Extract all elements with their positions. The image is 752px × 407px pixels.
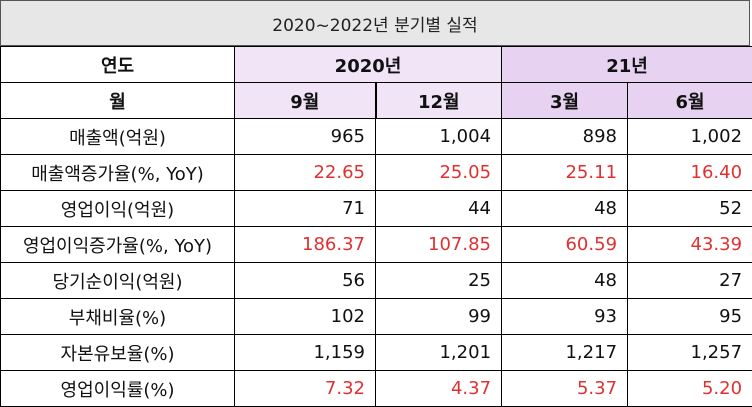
cell-value: 60.59 <box>502 227 628 263</box>
cell-value: 25.05 <box>376 155 502 191</box>
header-year-21: 21년 <box>502 47 752 83</box>
cell-value: 56 <box>235 263 376 299</box>
cell-value: 27 <box>628 263 752 299</box>
row-label: 영업이익률(%) <box>1 371 235 407</box>
cell-value: 95 <box>628 299 752 335</box>
cell-value: 48 <box>502 191 628 227</box>
header-month-1: 9월 <box>235 83 376 119</box>
cell-value: 102 <box>235 299 376 335</box>
cell-value: 7.32 <box>235 371 376 407</box>
row-label: 부채비율(%) <box>1 299 235 335</box>
row-label: 매출액증가율(%, YoY) <box>1 155 235 191</box>
cell-value: 1,217 <box>502 335 628 371</box>
cell-value: 22.65 <box>235 155 376 191</box>
row-label: 자본유보율(%) <box>1 335 235 371</box>
cell-value: 186.37 <box>235 227 376 263</box>
header-month-3: 3월 <box>502 83 628 119</box>
cell-value: 48 <box>502 263 628 299</box>
cell-value: 43.39 <box>628 227 752 263</box>
header-year-2020: 2020년 <box>235 47 502 83</box>
cell-value: 107.85 <box>376 227 502 263</box>
cell-value: 16.40 <box>628 155 752 191</box>
cell-value: 1,002 <box>628 119 752 155</box>
row-label: 매출액(억원) <box>1 119 235 155</box>
cell-value: 99 <box>376 299 502 335</box>
cell-value: 4.37 <box>376 371 502 407</box>
cell-value: 5.20 <box>628 371 752 407</box>
cell-value: 71 <box>235 191 376 227</box>
cell-value: 93 <box>502 299 628 335</box>
row-label: 당기순이익(억원) <box>1 263 235 299</box>
header-month-label: 월 <box>1 83 235 119</box>
header-month-row: 월 9월 12월 3월 6월 <box>1 83 752 119</box>
cell-value: 25.11 <box>502 155 628 191</box>
header-year-label: 연도 <box>1 47 235 83</box>
cell-value: 1,159 <box>235 335 376 371</box>
cell-value: 25 <box>376 263 502 299</box>
header-month-2: 12월 <box>376 83 502 119</box>
cell-value: 52 <box>628 191 752 227</box>
header-year-row: 연도 2020년 21년 <box>1 47 752 83</box>
header-month-4: 6월 <box>628 83 752 119</box>
row-label: 영업이익(억원) <box>1 191 235 227</box>
cell-value: 1,201 <box>376 335 502 371</box>
row-label: 영업이익증가율(%, YoY) <box>1 227 235 263</box>
cell-value: 44 <box>376 191 502 227</box>
cell-value: 965 <box>235 119 376 155</box>
cell-value: 898 <box>502 119 628 155</box>
table-title: 2020~2022년 분기별 실적 <box>0 0 750 46</box>
cell-value: 5.37 <box>502 371 628 407</box>
cell-value: 1,257 <box>628 335 752 371</box>
cell-value: 1,004 <box>376 119 502 155</box>
